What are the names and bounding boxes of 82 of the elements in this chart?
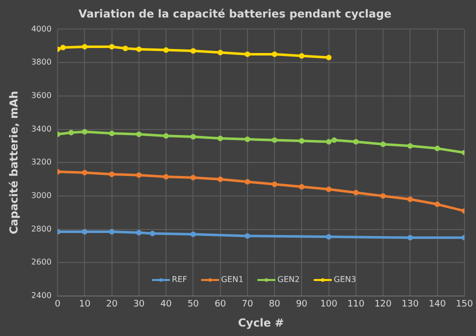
point [109,229,115,235]
x-tick-label: 60 [214,300,226,310]
point [353,139,359,145]
point [163,47,169,53]
point [122,46,128,52]
point [109,172,115,178]
point [190,232,196,238]
point [190,134,196,140]
point [218,50,224,56]
point [380,193,386,199]
point [190,174,196,180]
x-tick-label: 150 [456,300,474,310]
point [136,46,142,52]
x-tick-label: 10 [78,300,91,310]
point [331,137,337,143]
y-tick-label: 2800 [31,224,52,234]
point [244,179,250,185]
x-tick-label: 80 [268,300,281,310]
y-tick-label: 3800 [31,58,52,67]
point [136,132,142,138]
point [190,48,196,54]
point [272,51,278,57]
point [82,129,88,134]
point [298,184,304,190]
x-tick-label: 0 [54,300,61,310]
point [298,53,304,59]
y-tick-label: 3200 [31,158,52,167]
point [244,233,250,239]
point [407,234,413,240]
point [407,196,413,202]
x-tick-label: 20 [106,300,118,310]
point [218,176,224,182]
legend-label: GEN3 [334,275,356,284]
x-tick-label: 50 [187,300,200,310]
point [244,136,250,142]
point [326,139,332,145]
point [136,230,142,236]
y-axis-title: Capacité batterie, mAh [7,90,20,234]
point [82,44,88,50]
point [407,143,413,149]
legend-label: GEN2 [277,275,300,284]
point [82,170,88,176]
point [163,133,169,139]
x-tick-label: 140 [428,300,446,310]
x-tick-label: 30 [133,300,145,310]
point [380,142,386,148]
point [109,130,115,136]
x-axis-title: Cycle # [238,316,284,330]
point [353,190,359,196]
x-tick-label: 100 [320,300,338,310]
point [326,54,332,60]
point [136,172,142,178]
x-tick-label: 110 [347,300,365,310]
point [298,138,304,144]
x-tick-label: 120 [374,300,392,310]
point [244,51,250,57]
point [109,44,115,50]
point [272,182,278,188]
chart-title: Variation de la capacité batteries pendant cyclage [78,7,392,20]
y-tick-label: 3600 [31,90,52,100]
point [326,186,332,192]
point [434,146,440,152]
x-tick-label: 90 [296,300,308,310]
y-tick-label: 3400 [31,124,52,134]
point [434,202,440,208]
point [60,44,66,50]
point [326,234,332,240]
x-tick-label: 130 [402,300,420,310]
y-tick-label: 3000 [31,191,52,200]
y-tick-label: 2600 [31,258,52,267]
point [272,137,278,143]
legend-label: REF [172,275,188,284]
point [68,130,74,136]
y-tick-label: 4000 [31,24,52,34]
legend-label: GEN1 [221,275,244,284]
point [150,230,156,236]
x-tick-label: 40 [160,300,172,310]
point [218,136,224,142]
y-tick-label: 2400 [31,291,52,300]
point [82,229,88,235]
point [163,174,169,180]
x-tick-label: 70 [242,300,254,310]
